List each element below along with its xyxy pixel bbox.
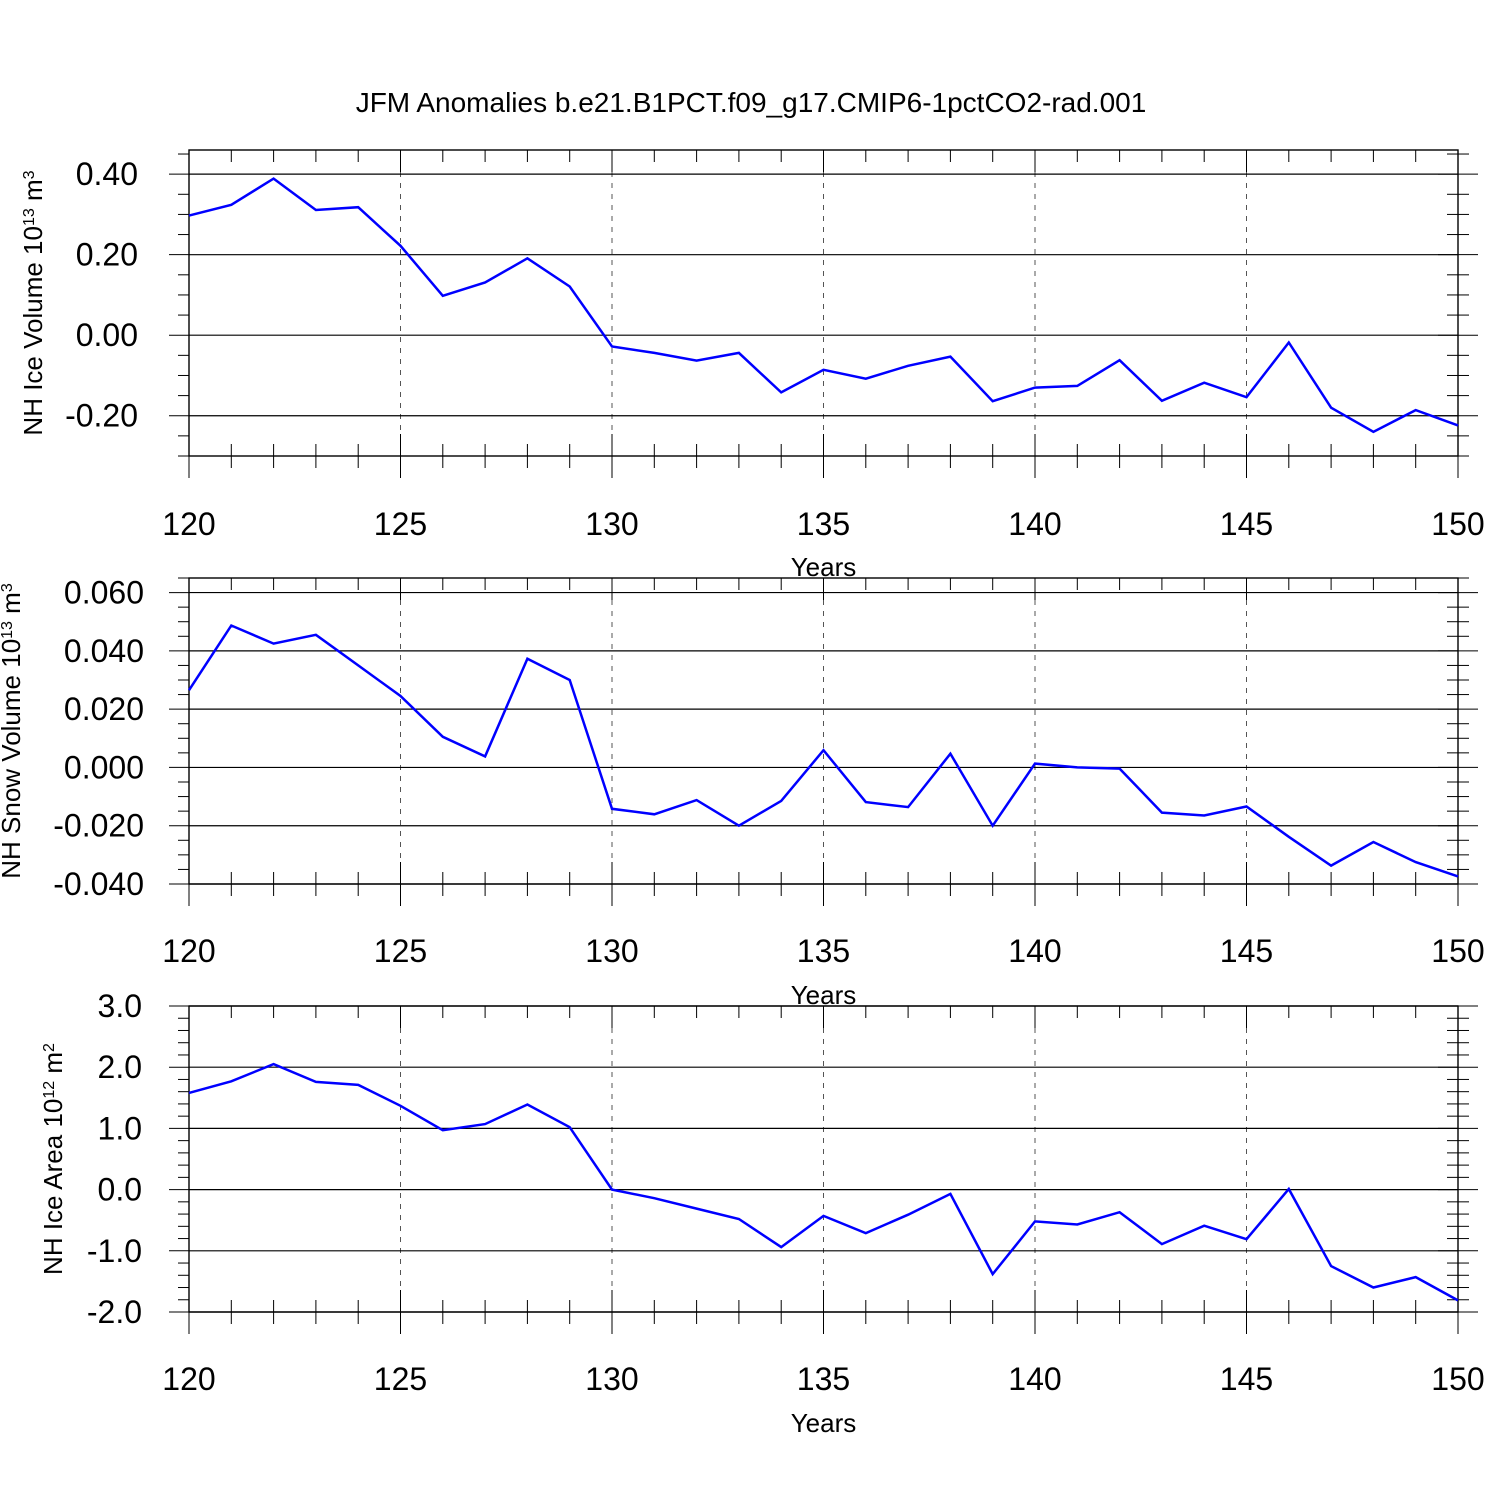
figure-title: JFM Anomalies b.e21.B1PCT.f09_g17.CMIP6-… bbox=[356, 87, 1147, 118]
x-tick-label: 145 bbox=[1220, 1361, 1273, 1397]
y-axis-title-part: m bbox=[0, 592, 26, 621]
x-tick-label: 125 bbox=[374, 1361, 427, 1397]
y-axis-title: NH Ice Volume 1013 m3 bbox=[18, 170, 48, 435]
x-tick-label: 135 bbox=[797, 506, 850, 542]
x-tick-label: 120 bbox=[162, 1361, 215, 1397]
y-tick-label: 0.040 bbox=[64, 633, 144, 669]
y-axis-title-superscript: 2 bbox=[41, 1043, 58, 1052]
x-tick-label: 120 bbox=[162, 933, 215, 969]
y-tick-label: -0.20 bbox=[65, 398, 138, 434]
y-axis-title-part: m bbox=[18, 179, 48, 208]
data-line bbox=[188, 177, 1459, 434]
panel-ice-area: 120 125 130 135 140 145 150 3.0 2.0 1.0 0.0 -1.0 -2.… bbox=[38, 988, 1485, 1438]
x-tick-label: 130 bbox=[585, 1361, 638, 1397]
y-tick-label: 0.060 bbox=[64, 575, 144, 611]
y-tick-label: 2.0 bbox=[98, 1049, 142, 1085]
y-tick-label: -0.020 bbox=[53, 808, 144, 844]
x-tick-label: 140 bbox=[1008, 1361, 1061, 1397]
y-axis-title-part: NH Snow Volume 10 bbox=[0, 639, 26, 879]
y-tick-label: -0.040 bbox=[53, 866, 144, 902]
x-tick-label: 140 bbox=[1008, 506, 1061, 542]
x-tick-label: 120 bbox=[162, 506, 215, 542]
x-tick-label: 150 bbox=[1431, 506, 1484, 542]
y-tick-label: -1.0 bbox=[87, 1233, 142, 1269]
y-axis-title-superscript: 13 bbox=[0, 621, 16, 639]
panel-ice-volume: 120 125 130 135 140 145 150 0.40 0.20 0.00 -0.20 Ye… bbox=[18, 149, 1485, 582]
y-tick-label: 0.40 bbox=[76, 156, 138, 192]
y-tick-label: -2.0 bbox=[87, 1294, 142, 1330]
y-axis-title-superscript: 12 bbox=[41, 1081, 58, 1099]
x-axis-title: Years bbox=[791, 1408, 857, 1438]
x-tick-label: 145 bbox=[1220, 506, 1273, 542]
y-axis-title-part: NH Ice Volume 10 bbox=[18, 226, 48, 436]
x-axis-title: Years bbox=[791, 980, 857, 1010]
y-axis-title: NH Ice Area 1012 m2 bbox=[38, 1043, 68, 1275]
y-tick-label: 0.20 bbox=[76, 237, 138, 273]
x-tick-label: 135 bbox=[797, 933, 850, 969]
y-tick-label: 0.00 bbox=[76, 317, 138, 353]
y-axis-title: NH Snow Volume 1013 m3 bbox=[0, 583, 26, 879]
x-tick-label: 140 bbox=[1008, 933, 1061, 969]
y-axis-title-part: NH Ice Area 10 bbox=[38, 1099, 68, 1275]
x-tick-label: 130 bbox=[585, 506, 638, 542]
y-tick-label: 0.0 bbox=[98, 1172, 142, 1208]
y-axis-title-part: m bbox=[38, 1052, 68, 1081]
panel-snow-volume: 120 125 130 135 140 145 150 0.060 0.040 0.020 0.00… bbox=[0, 575, 1485, 1010]
y-axis-title-superscript: 13 bbox=[21, 208, 38, 226]
x-tick-label: 150 bbox=[1431, 1361, 1484, 1397]
x-tick-label: 130 bbox=[585, 933, 638, 969]
y-tick-label: 0.000 bbox=[64, 749, 144, 785]
x-axis-title: Years bbox=[791, 552, 857, 582]
y-axis-title-superscript: 3 bbox=[0, 583, 16, 592]
x-tick-label: 135 bbox=[797, 1361, 850, 1397]
x-tick-label: 150 bbox=[1431, 933, 1484, 969]
y-axis-title-superscript: 3 bbox=[21, 170, 38, 179]
x-tick-label: 125 bbox=[374, 933, 427, 969]
x-tick-label: 125 bbox=[374, 506, 427, 542]
y-tick-label: 1.0 bbox=[98, 1110, 142, 1146]
data-line bbox=[188, 1062, 1459, 1302]
y-tick-label: 0.020 bbox=[64, 691, 144, 727]
data-line bbox=[187, 623, 1459, 878]
x-tick-label: 145 bbox=[1220, 933, 1273, 969]
y-tick-label: 3.0 bbox=[98, 988, 142, 1024]
